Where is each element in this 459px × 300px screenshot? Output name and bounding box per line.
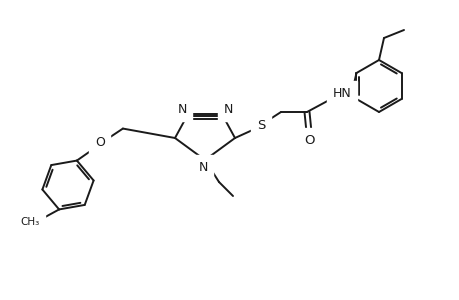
Text: HN: HN <box>332 86 351 100</box>
Text: N: N <box>223 103 232 116</box>
Text: S: S <box>256 118 264 131</box>
Text: N: N <box>198 160 207 173</box>
Text: O: O <box>304 134 314 146</box>
Text: CH₃: CH₃ <box>21 218 39 227</box>
Text: N: N <box>177 103 186 116</box>
Text: O: O <box>95 136 105 149</box>
